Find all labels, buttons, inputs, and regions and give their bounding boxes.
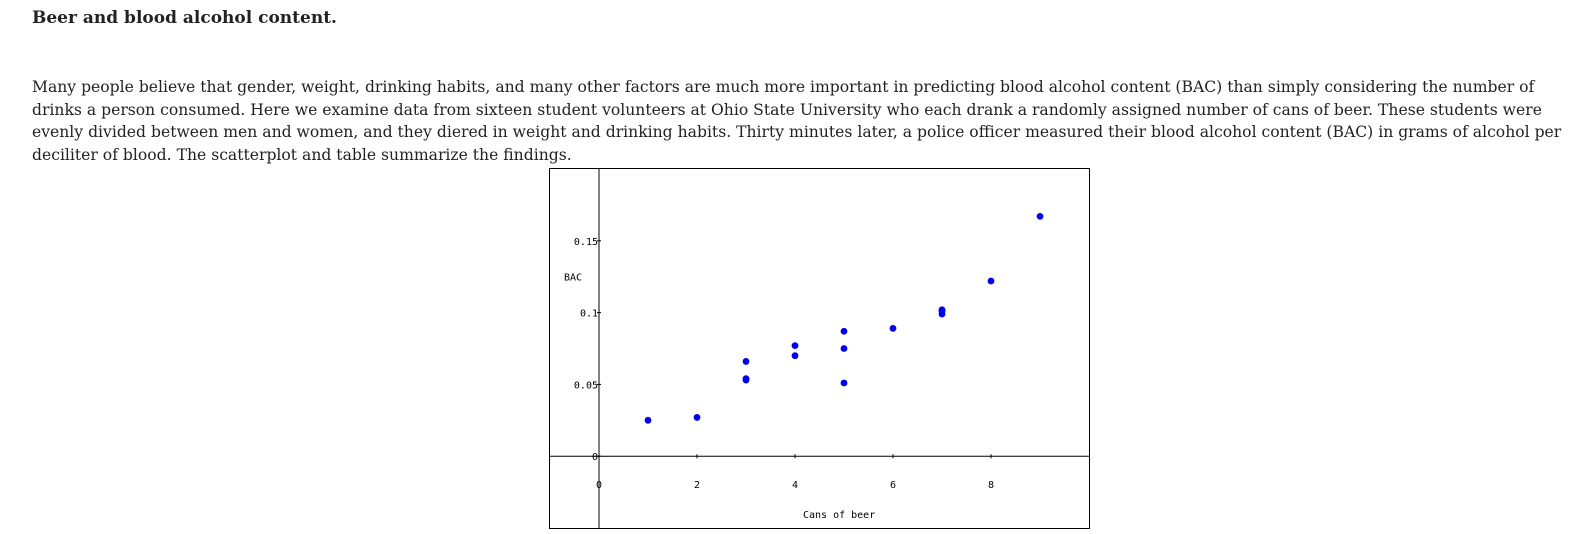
y-tick-label: 0.1	[580, 309, 598, 320]
data-point	[742, 375, 750, 383]
data-points	[644, 212, 1044, 424]
data-point	[644, 416, 652, 424]
x-tick-label: 8	[988, 480, 994, 491]
scatterplot-svg: 0 2 4 6 8 0 0.05 0.1 0.15 BAC Cans of beer	[550, 169, 1089, 528]
data-point	[791, 342, 799, 350]
x-tick-label: 2	[694, 480, 700, 491]
data-point	[693, 414, 701, 421]
scatterplot: 0 2 4 6 8 0 0.05 0.1 0.15 BAC Cans of beer	[549, 168, 1090, 529]
page-title: Beer and blood alcohol content.	[32, 8, 337, 28]
y-axis-label: BAC	[564, 273, 582, 284]
y-tick-label: 0.15	[574, 237, 598, 248]
x-tick-label: 4	[792, 480, 798, 491]
x-tick-label: 0	[596, 480, 602, 491]
data-point	[840, 379, 848, 387]
x-tick-label: 6	[890, 480, 896, 491]
y-tick-label: 0	[592, 452, 598, 463]
data-point	[1036, 212, 1044, 220]
axis-ticks: 0 2 4 6 8 0 0.05 0.1 0.15	[574, 237, 994, 491]
data-point	[889, 324, 897, 332]
data-point	[742, 358, 750, 365]
data-point	[791, 352, 799, 360]
intro-paragraph: Many people believe that gender, weight,…	[32, 78, 1562, 164]
data-point	[840, 345, 848, 352]
x-axis-label: Cans of beer	[803, 510, 875, 521]
y-tick-label: 0.05	[574, 380, 598, 391]
data-point	[987, 277, 995, 285]
data-point	[938, 306, 946, 314]
data-point	[840, 327, 848, 335]
